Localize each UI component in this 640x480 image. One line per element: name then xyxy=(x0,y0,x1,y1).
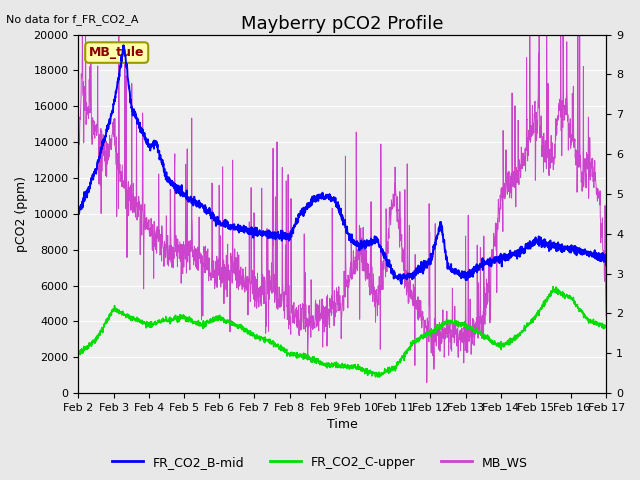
Text: MB_tule: MB_tule xyxy=(89,46,145,59)
Text: No data for f_FR_CO2_A: No data for f_FR_CO2_A xyxy=(6,14,139,25)
Y-axis label: pCO2 (ppm): pCO2 (ppm) xyxy=(15,176,28,252)
Title: Mayberry pCO2 Profile: Mayberry pCO2 Profile xyxy=(241,15,444,33)
Legend: FR_CO2_B-mid, FR_CO2_C-upper, MB_WS: FR_CO2_B-mid, FR_CO2_C-upper, MB_WS xyxy=(107,451,533,474)
X-axis label: Time: Time xyxy=(327,419,358,432)
